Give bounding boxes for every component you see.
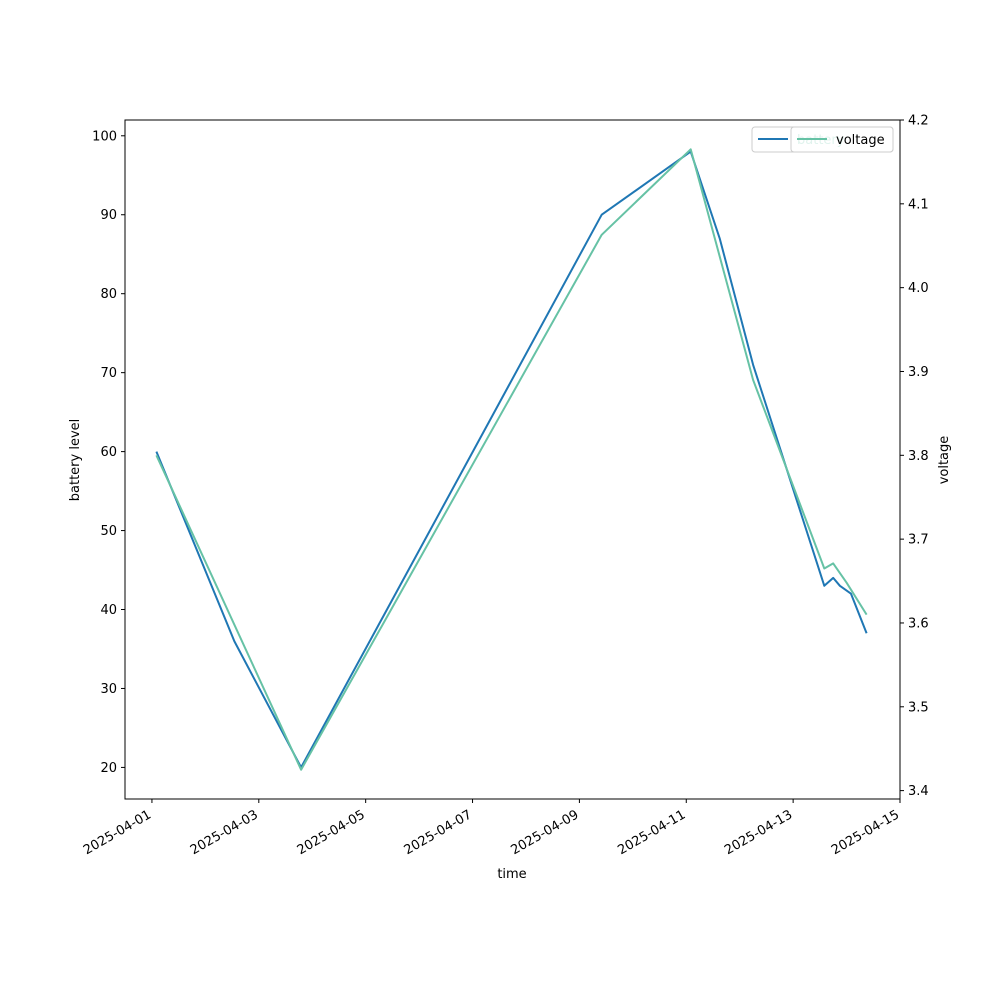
plot-area-frame [124,119,901,800]
y-right-tick-label: 3.5 [908,700,929,715]
y-left-tick-label: 100 [92,129,117,144]
y-left-tick-label: 20 [100,761,117,776]
y-right-tick-label: 3.9 [908,365,929,380]
y-right-tick-label: 3.4 [908,784,929,799]
legend-voltage-label: voltage [836,133,885,148]
y-right-tick-label: 4.0 [908,281,929,296]
y-right-tick-label: 4.1 [908,197,929,212]
y-left-tick-label: 50 [100,524,117,539]
y-left-tick-label: 80 [100,287,117,302]
x-axis-label: time [497,867,526,882]
y-right-tick-label: 4.2 [908,114,929,129]
y-axis-left-label: battery level [68,419,83,502]
series-line-voltage [155,148,868,771]
y-axis-right-label: voltage [937,436,952,485]
y-right-tick-label: 3.8 [908,449,929,464]
y-right-tick-label: 3.7 [908,533,929,548]
y-left-tick-label: 90 [100,208,117,223]
y-left-tick-label: 30 [100,682,117,697]
y-left-tick-label: 60 [100,445,117,460]
y-left-tick-label: 70 [100,366,117,381]
legend-voltage: voltage [790,126,894,153]
y-right-tick-label: 3.6 [908,616,929,631]
y-left-tick-label: 40 [100,603,117,618]
legend-voltage-frame [790,126,894,153]
